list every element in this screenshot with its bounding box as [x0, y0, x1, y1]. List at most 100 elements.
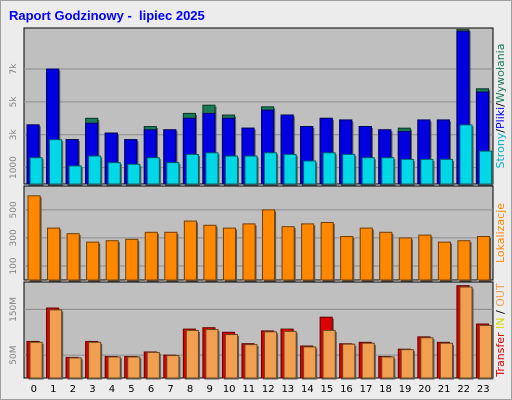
sites-bar [262, 209, 276, 281]
panel-1-side-label: Lokalizacje [494, 203, 507, 263]
pages-bar [381, 157, 395, 185]
transfer-out-bar [381, 356, 395, 379]
sites-bar [359, 227, 373, 281]
pages-bar [127, 163, 141, 185]
sites-bar [86, 241, 100, 281]
transfer-out-bar [439, 342, 453, 379]
hour-label: 6 [148, 384, 154, 395]
sites-bar [203, 224, 217, 281]
report-title: Raport Godzinowy - lipiec 2025 [9, 8, 205, 23]
transfer-out-bar [224, 334, 239, 379]
transfer-out-bar [322, 329, 336, 379]
transfer-out-bar [146, 351, 160, 379]
side-label-segment: OUT [494, 283, 507, 307]
pages-bar [166, 162, 180, 185]
sites-bar [281, 226, 295, 281]
hour-label: 10 [223, 384, 236, 395]
hour-label: 17 [360, 384, 373, 395]
sites-bar [183, 220, 197, 281]
hour-label: 18 [379, 384, 392, 395]
sites-bar [398, 237, 412, 281]
panel-1-plot-area [23, 185, 494, 281]
pages-bar [49, 139, 63, 185]
pages-bar [88, 155, 102, 185]
pages-bar [146, 157, 160, 185]
transfer-out-bar [68, 357, 82, 379]
pages-bar [283, 153, 297, 185]
pages-bar [342, 153, 356, 185]
hour-label: 22 [457, 384, 470, 395]
panel-0-ytick-label: 5k [9, 96, 19, 108]
panel-1-ytick-label: 300 [9, 229, 19, 246]
panel-1-ytick-label: 100 [9, 257, 19, 274]
transfer-out-bar [244, 344, 258, 379]
hour-label: 13 [281, 384, 294, 395]
sites-bar [340, 236, 354, 281]
transfer-out-bar [400, 349, 414, 379]
pages-bar [68, 165, 82, 185]
sites-bar [320, 221, 334, 281]
pages-bar [303, 160, 317, 185]
side-label-segment: IN [494, 317, 507, 332]
side-label-segment: Pliki [494, 107, 507, 129]
sites-bar [66, 233, 80, 281]
transfer-out-bar [205, 329, 219, 379]
transfer-out-bar [264, 331, 278, 379]
sites-bar [222, 227, 237, 281]
hour-label: 21 [438, 384, 451, 395]
transfer-out-bar [49, 309, 63, 379]
transfer-out-bar [478, 324, 493, 379]
hour-label: 20 [418, 384, 431, 395]
sites-bar [47, 227, 61, 281]
transfer-out-bar [107, 356, 121, 379]
hour-label: 0 [31, 384, 37, 395]
transfer-out-bar [459, 286, 473, 379]
hour-label: 23 [477, 384, 490, 395]
pages-bar [205, 152, 219, 185]
pages-bar [185, 153, 199, 185]
pages-bar [224, 155, 239, 185]
transfer-out-bar [342, 343, 356, 379]
pages-bar [107, 162, 121, 185]
sites-bar [437, 241, 451, 281]
sites-bar [379, 231, 393, 281]
transfer-out-bar [420, 337, 434, 379]
hour-label: 16 [340, 384, 353, 395]
panel-2-ytick-label: 50M [9, 346, 19, 365]
side-label-segment: Lokalizacje [494, 203, 507, 263]
hour-label: 2 [70, 384, 76, 395]
transfer-out-bar [185, 329, 199, 379]
sites-bar [301, 223, 315, 281]
sites-bar [457, 240, 471, 281]
hour-label: 8 [187, 384, 193, 395]
panel-0-ytick-label: 3k [9, 128, 19, 140]
sites-bar [27, 195, 41, 281]
side-label-segment: Strony [494, 132, 507, 168]
pages-bar [264, 152, 278, 185]
hour-label: 14 [301, 384, 314, 395]
transfer-out-bar [283, 330, 297, 379]
panel-2-ytick-label: 150M [9, 297, 19, 322]
panel-0-ytick-label: 7k [9, 63, 19, 75]
hour-label: 15 [321, 384, 334, 395]
hour-label: 19 [399, 384, 412, 395]
side-label-segment: / [494, 307, 507, 318]
sites-bar [476, 236, 491, 281]
hour-label: 11 [242, 384, 255, 395]
hour-label: 7 [167, 384, 173, 395]
hour-label: 12 [262, 384, 275, 395]
sites-bar [242, 223, 256, 281]
hour-label: 9 [206, 384, 212, 395]
side-label-segment: Transfer [494, 332, 507, 378]
pages-bar [439, 158, 453, 185]
sites-bar [164, 231, 178, 281]
transfer-out-bar [361, 342, 375, 379]
sites-bar [418, 234, 432, 281]
sites-bar [125, 238, 139, 281]
panel-0-side-label: Strony/Pliki/Wywołania [494, 44, 507, 169]
pages-bar [244, 155, 258, 185]
pages-bar [322, 152, 336, 185]
pages-bar [420, 158, 434, 185]
